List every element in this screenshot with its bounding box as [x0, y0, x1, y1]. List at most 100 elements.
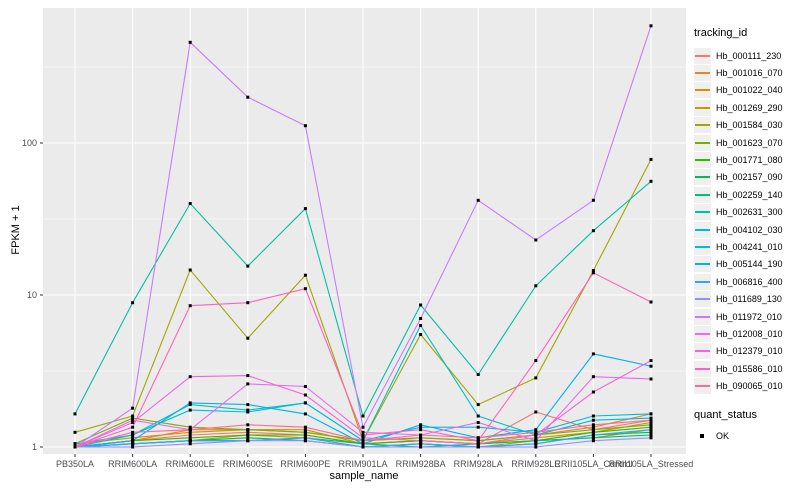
data-point: [361, 442, 365, 446]
legend-key-swatch: [694, 169, 711, 186]
legend-key-swatch: [694, 47, 711, 64]
data-point: [303, 428, 307, 432]
data-point: [649, 416, 653, 420]
data-point: [188, 40, 192, 44]
legend-key-line-icon: [695, 193, 710, 196]
legend-title-tracking-id: tracking_id: [694, 27, 748, 39]
data-point: [534, 439, 538, 443]
data-point: [188, 433, 192, 437]
legend-title-quant-status: quant_status: [694, 408, 757, 421]
legend-key-swatch: [694, 325, 711, 342]
data-point: [591, 439, 595, 443]
data-point: [131, 445, 135, 449]
legend-entry: Hb_001022_040: [694, 82, 798, 99]
data-point: [534, 445, 538, 449]
legend-label: Hb_001016_070: [716, 68, 783, 79]
data-point: [591, 428, 595, 432]
legend-label: Hb_006816_400: [716, 276, 783, 287]
data-point: [131, 301, 135, 305]
ok-square-marker-icon: [694, 428, 711, 444]
legend: tracking_id Hb_000111_230 Hb_001016_070 Hb…: [694, 27, 798, 444]
data-point: [303, 430, 307, 434]
legend-entry: Hb_002259_140: [694, 186, 798, 203]
data-point: [534, 442, 538, 446]
data-point: [188, 436, 192, 440]
data-point: [591, 271, 595, 275]
data-point: [419, 439, 423, 443]
data-point: [476, 425, 480, 429]
data-point: [131, 442, 135, 446]
data-point: [361, 425, 365, 429]
data-point: [131, 425, 135, 429]
legend-key-line-icon: [695, 263, 710, 266]
x-tick-label: PB350LA: [56, 459, 94, 469]
legend-key-swatch: [694, 256, 711, 273]
x-tick-label: RRII105LA_Stressed: [609, 459, 694, 469]
legend-label: Hb_002157_090: [716, 172, 783, 183]
data-point: [591, 269, 595, 272]
legend-key-swatch: [694, 152, 711, 169]
data-point: [361, 436, 365, 440]
data-point: [303, 124, 307, 128]
data-point: [188, 401, 192, 405]
data-point: [131, 418, 135, 422]
y-tick-label: 100: [22, 138, 37, 148]
legend-label: Hb_001269_290: [716, 102, 783, 113]
data-point: [419, 324, 423, 327]
data-point: [649, 418, 653, 422]
legend-label: Hb_015586_010: [716, 363, 783, 374]
legend-entry: Hb_011689_130: [694, 290, 798, 308]
legend-label: Hb_001623_070: [716, 137, 783, 148]
x-tick-label: RRIM928LA: [454, 459, 503, 469]
data-point: [591, 229, 595, 233]
legend-key-swatch: [694, 65, 711, 82]
data-point: [534, 410, 538, 414]
legend-key-swatch: [694, 308, 711, 325]
data-point: [246, 301, 250, 305]
y-axis-title: FPKM + 1: [10, 205, 22, 255]
data-point: [534, 428, 538, 432]
data-point: [419, 442, 423, 446]
legend-entry: Hb_006816_400: [694, 273, 798, 290]
legend-entry-quant-ok: OK: [694, 427, 798, 444]
legend-key-line-icon: [695, 245, 710, 248]
x-tick-label: RRIM600LA: [108, 459, 157, 469]
data-point: [419, 303, 423, 307]
legend-key-line-icon: [695, 72, 710, 75]
legend-key-line-icon: [695, 141, 710, 144]
data-point: [131, 416, 135, 420]
data-point: [246, 423, 250, 427]
data-point: [131, 430, 135, 434]
legend-key-swatch: [694, 186, 711, 203]
data-point: [591, 198, 595, 202]
legend-key-swatch: [694, 360, 711, 377]
data-point: [419, 436, 423, 440]
data-point: [188, 408, 192, 412]
data-point: [246, 433, 250, 437]
data-point: [188, 439, 192, 443]
x-tick-label: RRIM928LE: [511, 459, 560, 469]
data-point: [131, 439, 135, 443]
data-point: [246, 410, 250, 414]
legend-key-line-icon: [695, 332, 710, 335]
legend-label: Hb_002631_300: [716, 207, 783, 218]
data-point: [591, 430, 595, 434]
y-tick-label: 1: [32, 442, 37, 452]
data-point: [188, 403, 192, 407]
x-tick-label: RRIM901LA: [338, 459, 387, 469]
x-tick-label: RRIM600PE: [280, 459, 330, 469]
data-point: [73, 412, 77, 416]
data-point: [649, 359, 653, 363]
legend-label: Hb_001022_040: [716, 85, 783, 96]
data-point: [361, 430, 365, 434]
data-point: [246, 95, 250, 99]
legend-key-line-icon: [695, 124, 710, 127]
x-tick-label: RRII105LA_Control: [554, 459, 632, 469]
legend-key-line-icon: [695, 385, 710, 388]
data-point: [303, 439, 307, 443]
x-tick-label: RRIM600LE: [166, 459, 215, 469]
x-tick-label: RRIM928BA: [396, 459, 446, 469]
legend-label: Hb_011972_010: [716, 311, 782, 322]
data-point: [246, 428, 250, 432]
